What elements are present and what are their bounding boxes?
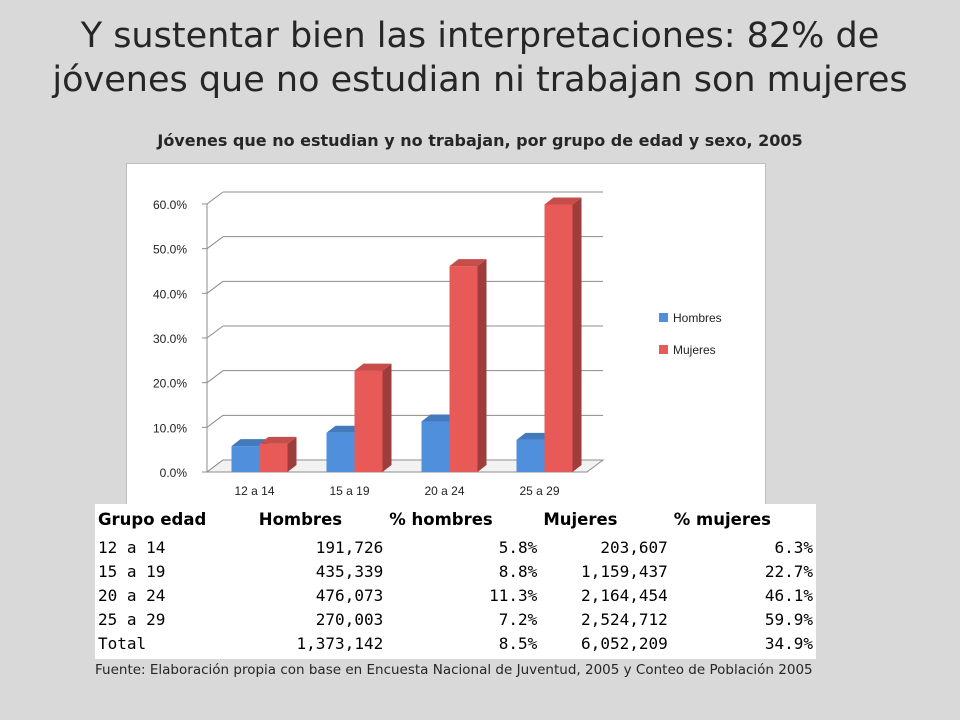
cell-pct-mujeres: 59.9% [764,609,813,629]
bar-top-hombres [421,414,459,422]
y-tick-label: 40.0% [153,287,187,301]
col-header-hombres: Hombres [258,510,343,529]
chart-heading: Jóvenes que no estudian y no trabajan, p… [157,131,803,150]
cell-hombres: 191,726 [315,537,384,557]
col-header-mujeres: Mujeres [543,510,618,529]
cell-grupo: 15 a 19 [98,561,166,581]
data-table: Grupo edad Hombres % hombres Mujeres % m… [95,504,816,655]
col-header-pct-hombres: % hombres [389,510,493,529]
cell-pct-mujeres: 34.9% [764,633,813,653]
table-row: 12 a 14 191,726 5.8% 203,607 6.3% [95,535,816,559]
x-tick-label: 20 a 24 [424,484,464,498]
cell-hombres: 435,339 [315,561,384,581]
legend-label-hombres: Hombres [673,311,722,325]
bar-top-mujeres [354,363,392,371]
bar-top-mujeres [449,259,487,267]
y-tick-label: 20.0% [153,377,187,391]
bar-side-mujeres [287,436,297,472]
chart-frame: 0.0% 10.0% 20.0% 30.0% 40.0% 50.0% 60.0% 12 a 1… [126,163,766,510]
bar-side-mujeres [382,363,392,472]
bar-mujeres [354,370,383,472]
cell-grupo: Total [98,633,147,653]
cell-pct-mujeres: 6.3% [774,537,813,557]
cell-mujeres: 203,607 [600,537,668,557]
table-header-row: Grupo edad Hombres % hombres Mujeres % m… [95,504,816,535]
y-tick-label: 60.0% [153,198,187,212]
grid-line-side [206,325,224,339]
cell-pct-hombres: 8.5% [498,633,538,653]
col-header-grupo-edad: Grupo edad [98,510,207,529]
cell-pct-hombres: 7.2% [498,609,538,629]
bar-top-hombres [516,432,554,440]
bar-hombres [516,439,545,472]
col-header-pct-mujeres: % mujeres [673,510,771,529]
cell-grupo: 12 a 14 [98,537,166,557]
bar-mujeres [544,204,573,473]
grid-line-side [206,370,224,384]
legend-swatch-mujeres [659,345,668,354]
grid-line-side [206,191,224,205]
x-tick-label: 12 a 14 [234,484,274,498]
cell-mujeres: 2,524,712 [581,609,668,629]
cell-hombres: 270,003 [315,609,384,629]
x-tick-label: 15 a 19 [329,484,369,498]
table-row: 25 a 29 270,003 7.2% 2,524,712 59.9% [95,607,816,631]
bar-top-mujeres [259,436,297,444]
slide-title: Y sustentar bien las interpretaciones: 8… [52,16,908,100]
cell-mujeres: 6,052,209 [581,633,668,653]
grid-line-side [206,280,224,294]
cell-grupo: 25 a 29 [98,609,166,629]
y-tick-label: 30.0% [153,332,187,346]
cell-hombres: 476,073 [315,585,384,605]
cell-pct-hombres: 8.8% [498,561,538,581]
bar-hombres [326,432,355,472]
bar-chart: 0.0% 10.0% 20.0% 30.0% 40.0% 50.0% 60.0% 12 a 1… [153,191,722,498]
y-tick-label: 50.0% [153,243,187,257]
table-row: 15 a 19 435,339 8.8% 1,159,437 22.7% [95,559,816,583]
legend-label-mujeres: Mujeres [673,343,716,357]
bar-side-mujeres [572,197,582,473]
grid-line-side [206,236,224,250]
bar-hombres [421,421,450,472]
grid-line-side [206,414,224,428]
bar-top-hombres [326,425,364,433]
y-tick-label: 10.0% [153,421,187,435]
cell-pct-hombres: 11.3% [489,585,538,605]
bar-top-mujeres [544,197,582,205]
source-note: Fuente: Elaboración propia con base en E… [95,662,813,678]
cell-hombres: 1,373,142 [296,633,384,653]
bar-mujeres [449,266,478,472]
cell-pct-hombres: 5.8% [498,537,538,557]
table-row-total: Total 1,373,142 8.5% 6,052,209 34.9% [95,631,816,655]
y-tick-label: 0.0% [160,466,188,480]
cell-pct-mujeres: 46.1% [764,585,813,605]
data-table-container: Grupo edad Hombres % hombres Mujeres % m… [95,504,816,659]
x-tick-label: 25 a 29 [519,484,559,498]
table-row: 20 a 24 476,073 11.3% 2,164,454 46.1% [95,583,816,607]
cell-mujeres: 2,164,454 [581,585,668,605]
bar-hombres [231,446,260,472]
bar-side-mujeres [477,259,487,472]
bar-mujeres [259,443,288,472]
legend-swatch-hombres [659,313,668,322]
cell-pct-mujeres: 22.7% [764,561,813,581]
cell-mujeres: 1,159,437 [581,561,668,581]
bar-top-hombres [231,439,269,447]
cell-grupo: 20 a 24 [98,585,166,605]
